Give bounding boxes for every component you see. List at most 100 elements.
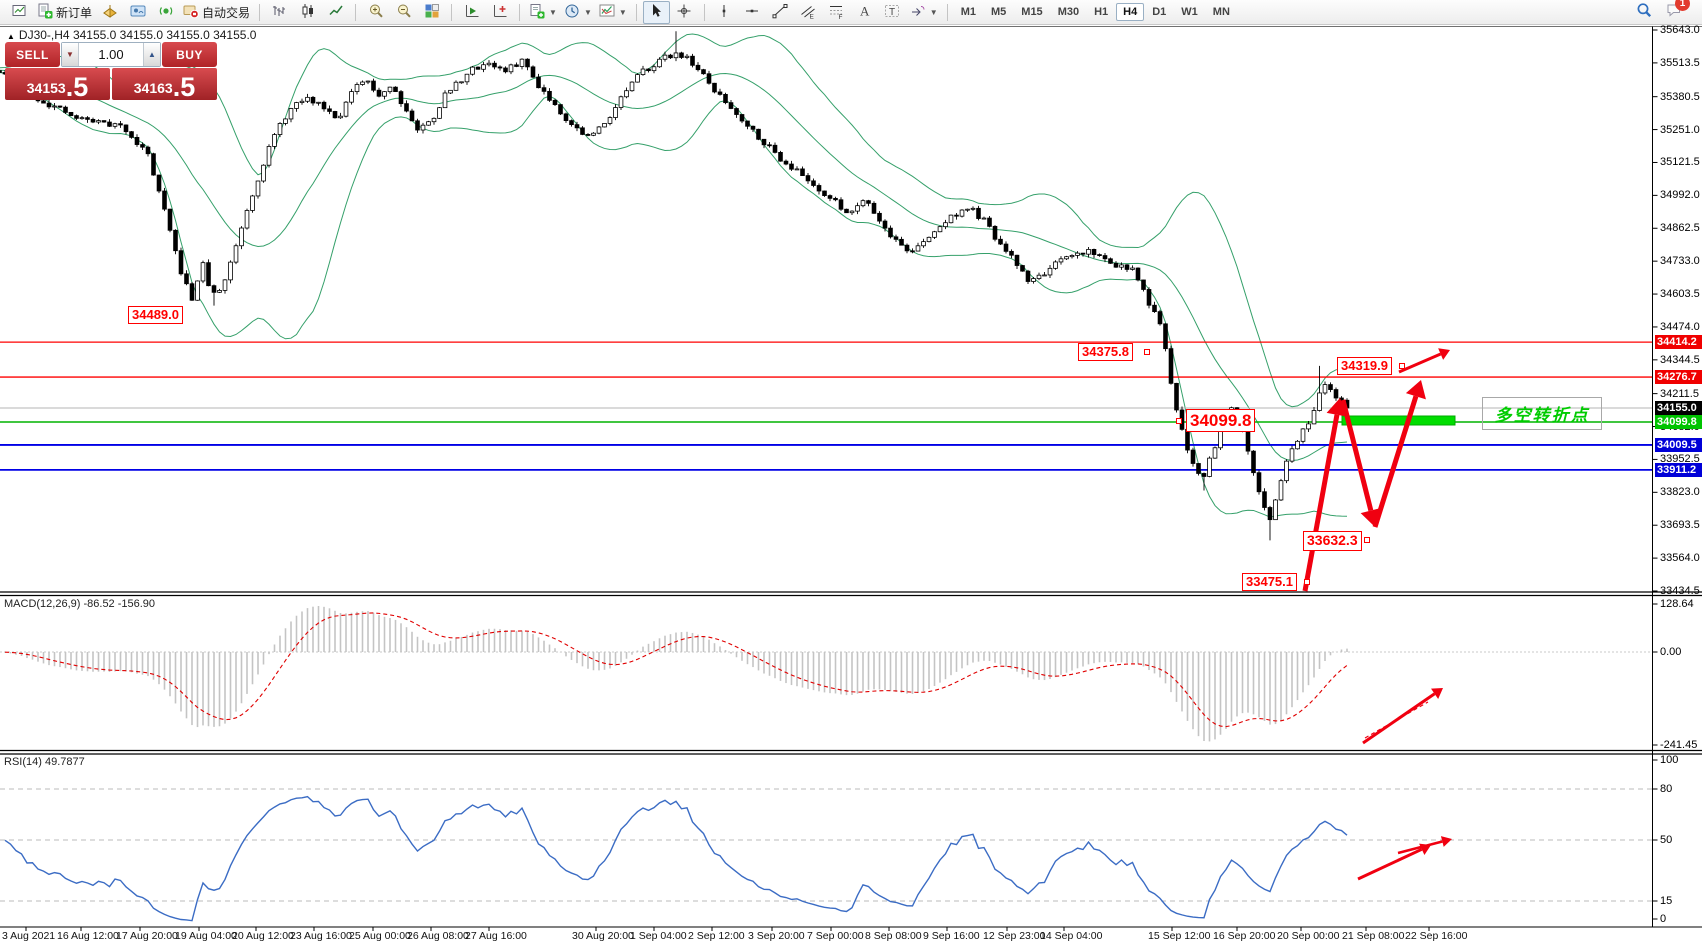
chat-icon[interactable]: 1 — [1666, 0, 1690, 23]
rsi-axis-tick: 50 — [1660, 834, 1673, 846]
zoom-in-icon — [368, 3, 384, 22]
indicators-icon — [599, 3, 615, 22]
zoom-in-button[interactable] — [362, 1, 389, 24]
cursor-button[interactable] — [642, 0, 670, 24]
new-chart-button[interactable] — [6, 1, 33, 24]
signals-icon — [130, 3, 146, 22]
time-axis-label: 22 Sep 16:00 — [1405, 930, 1468, 942]
buy-price[interactable]: 34163.5 — [112, 68, 217, 101]
timeframe-d1-button[interactable]: D1 — [1152, 6, 1167, 18]
timeframe-h4-button[interactable]: H4 — [1116, 3, 1145, 21]
volume-input[interactable]: 1.00 — [98, 47, 124, 62]
text-label-button[interactable]: T — [879, 1, 906, 24]
price-axis-tick: 33434.5 — [1660, 585, 1700, 597]
price-callout-label[interactable]: 34099.8 — [1186, 409, 1256, 433]
autotrading-button[interactable]: 自动交易 — [180, 1, 253, 24]
horizontal-level-lines[interactable] — [0, 341, 1652, 471]
vertical-line-button[interactable] — [711, 1, 738, 24]
equidistant-channel-button[interactable]: E — [795, 1, 822, 24]
timeframe-m15-button[interactable]: M15 — [1021, 6, 1043, 18]
zoom-out-button[interactable] — [390, 1, 417, 24]
autoscroll-icon — [464, 3, 480, 22]
bars-icon — [272, 3, 288, 22]
price-axis-tick: 35380.5 — [1660, 90, 1700, 103]
price-axis-badge: 34155.0 — [1655, 400, 1702, 415]
price-axis-tick: 35121.5 — [1660, 156, 1700, 169]
tile-windows-button[interactable] — [418, 1, 445, 24]
chart-line-button[interactable] — [322, 1, 349, 24]
price-axis-badge: 33911.2 — [1655, 462, 1702, 477]
price-callout-label[interactable]: 33475.1 — [1242, 573, 1297, 592]
arrows-button[interactable]: ▼ — [907, 1, 941, 24]
chart-bars-button[interactable] — [266, 1, 293, 24]
signals-button[interactable] — [124, 1, 151, 24]
price-callout-label[interactable]: 33632.3 — [1303, 531, 1362, 551]
time-axis-label: 30 Aug 20:00 — [572, 930, 634, 942]
price-axis-badge: 34099.8 — [1655, 415, 1702, 429]
timeframe-m1-button[interactable]: M1 — [960, 6, 976, 18]
sell-price[interactable]: 34153.5 — [5, 68, 110, 101]
time-axis-label: 16 Sep 20:00 — [1213, 930, 1276, 942]
chevron-down-icon: ▼ — [583, 7, 592, 17]
sell-button[interactable]: SELL — [5, 42, 60, 67]
svg-text:F: F — [839, 14, 843, 19]
collapse-marker-icon[interactable]: ▲ — [7, 32, 15, 41]
period-icon — [564, 3, 580, 22]
price-axis-tick: 33952.5 — [1660, 453, 1700, 466]
price-axis-tick: 34992.0 — [1660, 189, 1700, 202]
pivot-highlight-bar[interactable] — [1341, 415, 1456, 426]
notification-badge: 1 — [1675, 0, 1690, 11]
macd-label: MACD(12,26,9) -86.52 -156.90 — [4, 598, 156, 610]
timeframe-m5-button[interactable]: M5 — [991, 6, 1007, 18]
time-axis-label: 12 Sep 23:00 — [983, 930, 1046, 942]
time-axis-label: 20 Sep 00:00 — [1277, 930, 1340, 942]
shift-icon — [492, 3, 508, 22]
buy-button[interactable]: BUY — [162, 42, 217, 67]
auto-scroll-button[interactable] — [458, 1, 485, 24]
axis-ticks — [25, 29, 1658, 931]
rsi-label: RSI(14) 49.7877 — [4, 756, 85, 768]
horizontal-line-button[interactable] — [739, 1, 766, 24]
price-callout-label[interactable]: 34375.8 — [1078, 343, 1133, 362]
rsi-axis-tick: 80 — [1660, 783, 1673, 795]
chart-shift-button[interactable] — [486, 1, 513, 24]
timeframe-w1-button[interactable]: W1 — [1181, 6, 1198, 18]
news-button[interactable] — [152, 1, 179, 24]
crosshair-button[interactable] — [671, 1, 698, 24]
search-icon[interactable] — [1636, 2, 1652, 23]
volume-decrease-button[interactable]: ▼ — [62, 43, 79, 66]
timeframe-h1-button[interactable]: H1 — [1094, 6, 1109, 18]
trend-arrows[interactable] — [1302, 348, 1452, 881]
new-order-button[interactable]: 新订单 — [34, 1, 95, 24]
trendline-button[interactable] — [767, 1, 794, 24]
time-axis-label: 3 Sep 20:00 — [748, 930, 805, 942]
chart-candles-button[interactable] — [294, 1, 321, 24]
time-axis-label: 7 Sep 00:00 — [807, 930, 864, 942]
svg-text:T: T — [889, 7, 895, 18]
svg-text:E: E — [810, 13, 815, 19]
chinese-annotation[interactable]: 多空转折点 — [1482, 397, 1602, 430]
price-callout-label[interactable]: 34319.9 — [1337, 357, 1392, 376]
chevron-down-icon: ▼ — [549, 7, 557, 17]
time-axis[interactable]: 3 Aug 2021 16 Aug 12:00 17 Aug 20:00 19 Aug… — [0, 928, 1702, 944]
candlestick-series — [0, 31, 1350, 541]
time-axis-label: 20 Aug 12:00 — [232, 930, 294, 942]
label-icon: T — [884, 3, 900, 22]
fibonacci-button[interactable]: F — [823, 1, 850, 24]
chart-frame — [0, 26, 1702, 928]
time-axis-label: 14 Sep 04:00 — [1040, 930, 1103, 942]
price-callout-label[interactable]: 34489.0 — [128, 306, 183, 325]
text-button[interactable]: A — [851, 1, 878, 24]
indicators-list-button[interactable]: ▼ — [596, 1, 630, 24]
periods-button[interactable]: ▼ — [561, 1, 595, 24]
timeframe-mn-button[interactable]: MN — [1212, 6, 1230, 18]
timeframe-m30-button[interactable]: M30 — [1057, 6, 1080, 18]
market-button[interactable] — [96, 1, 123, 24]
volume-increase-button[interactable]: ▲ — [143, 43, 160, 66]
price-axis-tick: 33564.0 — [1660, 552, 1700, 565]
text-icon: A — [856, 3, 872, 22]
macd-histogram — [4, 606, 1348, 742]
templates-button[interactable]: ▼ — [526, 1, 560, 24]
toolbar-separator — [946, 3, 948, 21]
